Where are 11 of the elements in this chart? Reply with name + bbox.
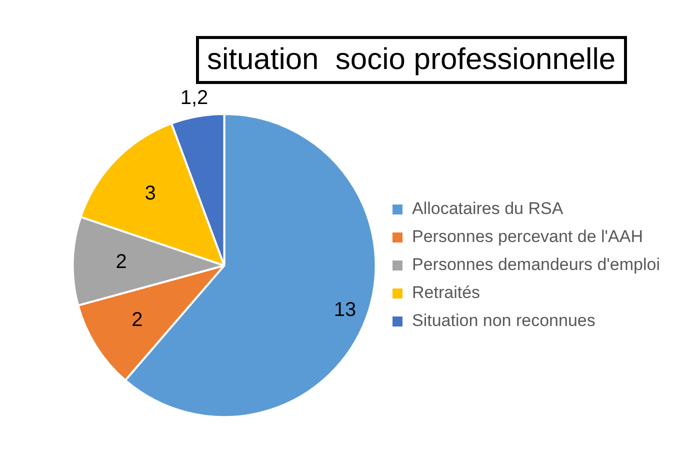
legend-label: Allocataires du RSA	[412, 199, 564, 218]
data-label: 3	[144, 182, 156, 204]
data-label: 13	[334, 298, 356, 321]
data-label: 1,2	[180, 87, 208, 110]
legend-label: Retraités	[412, 283, 480, 302]
legend-label: Personnes demandeurs d'emploi	[412, 255, 660, 274]
legend-label: Situation non reconnues	[412, 311, 596, 330]
legend-label: Personnes percevant de l'AAH	[412, 227, 643, 246]
chart-title: situation socio professionnelle	[196, 36, 627, 84]
data-label: 2	[132, 309, 143, 332]
data-label: 2	[116, 250, 127, 273]
